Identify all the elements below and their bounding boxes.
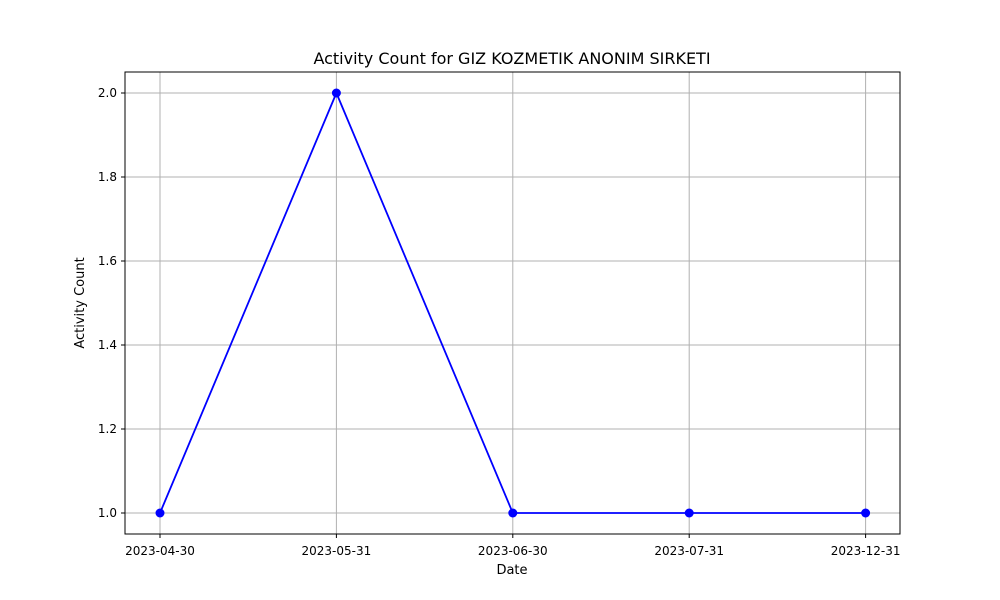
y-tick-label: 1.6 [98,254,117,268]
x-axis-label: Date [496,563,527,578]
x-tick-label: 2023-07-31 [654,544,724,558]
y-tick-label: 1.4 [98,338,117,352]
ticks: 2023-04-30 2023-05-31 2023-06-30 2023-07-31… [98,86,901,558]
data-point [861,508,871,518]
data-point [508,508,518,518]
y-axis-label: Activity Count [73,257,88,348]
chart-title: Activity Count for GIZ KOZMETIK ANONIM S… [313,49,710,68]
x-tick-label: 2023-04-30 [125,544,195,558]
x-tick-label: 2023-05-31 [302,544,372,558]
y-tick-label: 2.0 [98,86,117,100]
x-tick-label: 2023-12-31 [831,544,901,558]
series-layer [155,88,871,518]
x-tick-label: 2023-06-30 [478,544,548,558]
data-point [155,508,165,518]
y-tick-label: 1.2 [98,422,117,436]
data-point [331,88,341,98]
y-tick-label: 1.0 [98,506,117,520]
plot-frame [124,71,901,535]
data-point [684,508,694,518]
y-tick-label: 1.8 [98,170,117,184]
